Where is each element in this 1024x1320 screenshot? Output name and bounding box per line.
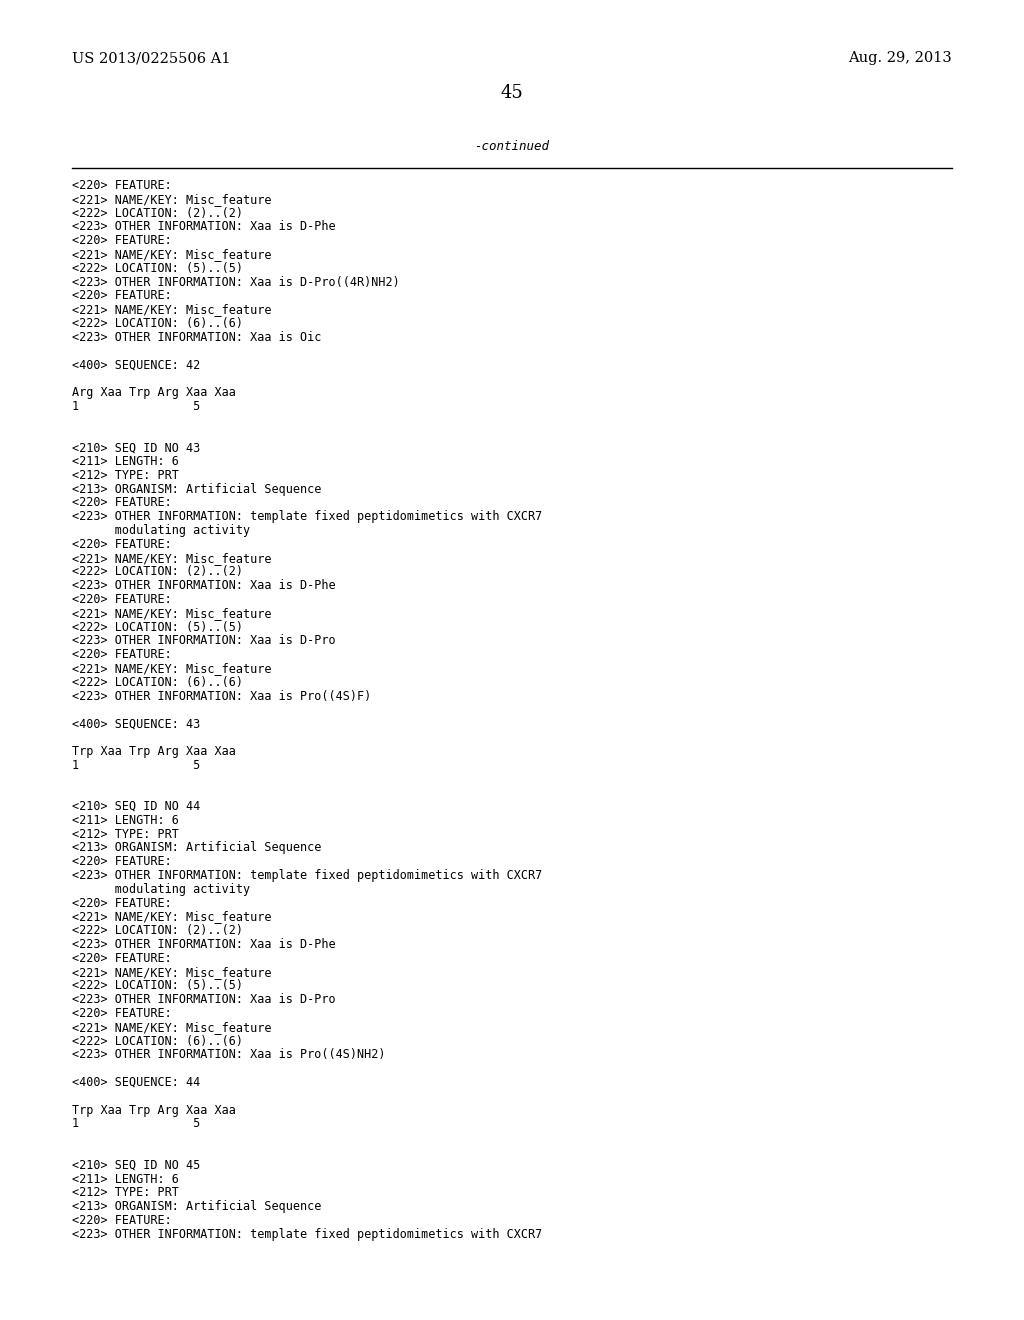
Text: <222> LOCATION: (2)..(2): <222> LOCATION: (2)..(2) bbox=[72, 565, 243, 578]
Text: <222> LOCATION: (2)..(2): <222> LOCATION: (2)..(2) bbox=[72, 924, 243, 937]
Text: <222> LOCATION: (2)..(2): <222> LOCATION: (2)..(2) bbox=[72, 207, 243, 219]
Text: <221> NAME/KEY: Misc_feature: <221> NAME/KEY: Misc_feature bbox=[72, 663, 271, 675]
Text: <400> SEQUENCE: 44: <400> SEQUENCE: 44 bbox=[72, 1076, 201, 1089]
Text: <220> FEATURE:: <220> FEATURE: bbox=[72, 1007, 172, 1020]
Text: <221> NAME/KEY: Misc_feature: <221> NAME/KEY: Misc_feature bbox=[72, 1020, 271, 1034]
Text: <223> OTHER INFORMATION: Xaa is Oic: <223> OTHER INFORMATION: Xaa is Oic bbox=[72, 331, 322, 343]
Text: <222> LOCATION: (6)..(6): <222> LOCATION: (6)..(6) bbox=[72, 1035, 243, 1048]
Text: Aug. 29, 2013: Aug. 29, 2013 bbox=[848, 51, 952, 65]
Text: -continued: -continued bbox=[474, 140, 550, 153]
Text: Trp Xaa Trp Arg Xaa Xaa: Trp Xaa Trp Arg Xaa Xaa bbox=[72, 1104, 236, 1117]
Text: <222> LOCATION: (5)..(5): <222> LOCATION: (5)..(5) bbox=[72, 979, 243, 993]
Text: 45: 45 bbox=[501, 84, 523, 102]
Text: Trp Xaa Trp Arg Xaa Xaa: Trp Xaa Trp Arg Xaa Xaa bbox=[72, 744, 236, 758]
Text: <400> SEQUENCE: 43: <400> SEQUENCE: 43 bbox=[72, 717, 201, 730]
Text: <220> FEATURE:: <220> FEATURE: bbox=[72, 496, 172, 510]
Text: <220> FEATURE:: <220> FEATURE: bbox=[72, 952, 172, 965]
Text: <221> NAME/KEY: Misc_feature: <221> NAME/KEY: Misc_feature bbox=[72, 193, 271, 206]
Text: <211> LENGTH: 6: <211> LENGTH: 6 bbox=[72, 455, 179, 469]
Text: Arg Xaa Trp Arg Xaa Xaa: Arg Xaa Trp Arg Xaa Xaa bbox=[72, 385, 236, 399]
Text: <220> FEATURE:: <220> FEATURE: bbox=[72, 1214, 172, 1228]
Text: <223> OTHER INFORMATION: template fixed peptidomimetics with CXCR7: <223> OTHER INFORMATION: template fixed … bbox=[72, 511, 543, 523]
Text: <223> OTHER INFORMATION: Xaa is D-Phe: <223> OTHER INFORMATION: Xaa is D-Phe bbox=[72, 220, 336, 234]
Text: <221> NAME/KEY: Misc_feature: <221> NAME/KEY: Misc_feature bbox=[72, 248, 271, 261]
Text: <223> OTHER INFORMATION: Xaa is D-Phe: <223> OTHER INFORMATION: Xaa is D-Phe bbox=[72, 579, 336, 593]
Text: <222> LOCATION: (6)..(6): <222> LOCATION: (6)..(6) bbox=[72, 676, 243, 689]
Text: <211> LENGTH: 6: <211> LENGTH: 6 bbox=[72, 1172, 179, 1185]
Text: <213> ORGANISM: Artificial Sequence: <213> ORGANISM: Artificial Sequence bbox=[72, 483, 322, 495]
Text: <223> OTHER INFORMATION: template fixed peptidomimetics with CXCR7: <223> OTHER INFORMATION: template fixed … bbox=[72, 1228, 543, 1241]
Text: <211> LENGTH: 6: <211> LENGTH: 6 bbox=[72, 814, 179, 826]
Text: <213> ORGANISM: Artificial Sequence: <213> ORGANISM: Artificial Sequence bbox=[72, 841, 322, 854]
Text: 1                5: 1 5 bbox=[72, 1118, 201, 1130]
Text: <210> SEQ ID NO 43: <210> SEQ ID NO 43 bbox=[72, 441, 201, 454]
Text: <210> SEQ ID NO 44: <210> SEQ ID NO 44 bbox=[72, 800, 201, 813]
Text: 1                5: 1 5 bbox=[72, 759, 201, 772]
Text: <221> NAME/KEY: Misc_feature: <221> NAME/KEY: Misc_feature bbox=[72, 911, 271, 924]
Text: <221> NAME/KEY: Misc_feature: <221> NAME/KEY: Misc_feature bbox=[72, 607, 271, 620]
Text: <220> FEATURE:: <220> FEATURE: bbox=[72, 180, 172, 191]
Text: <212> TYPE: PRT: <212> TYPE: PRT bbox=[72, 1187, 179, 1200]
Text: <220> FEATURE:: <220> FEATURE: bbox=[72, 289, 172, 302]
Text: <223> OTHER INFORMATION: Xaa is Pro((4S)NH2): <223> OTHER INFORMATION: Xaa is Pro((4S)… bbox=[72, 1048, 385, 1061]
Text: modulating activity: modulating activity bbox=[72, 883, 250, 896]
Text: 1                5: 1 5 bbox=[72, 400, 201, 413]
Text: <400> SEQUENCE: 42: <400> SEQUENCE: 42 bbox=[72, 359, 201, 371]
Text: <220> FEATURE:: <220> FEATURE: bbox=[72, 593, 172, 606]
Text: <221> NAME/KEY: Misc_feature: <221> NAME/KEY: Misc_feature bbox=[72, 966, 271, 978]
Text: <223> OTHER INFORMATION: Xaa is D-Pro((4R)NH2): <223> OTHER INFORMATION: Xaa is D-Pro((4… bbox=[72, 276, 399, 289]
Text: <223> OTHER INFORMATION: Xaa is D-Phe: <223> OTHER INFORMATION: Xaa is D-Phe bbox=[72, 939, 336, 950]
Text: <223> OTHER INFORMATION: Xaa is D-Pro: <223> OTHER INFORMATION: Xaa is D-Pro bbox=[72, 635, 336, 647]
Text: US 2013/0225506 A1: US 2013/0225506 A1 bbox=[72, 51, 230, 65]
Text: <221> NAME/KEY: Misc_feature: <221> NAME/KEY: Misc_feature bbox=[72, 304, 271, 317]
Text: <222> LOCATION: (5)..(5): <222> LOCATION: (5)..(5) bbox=[72, 620, 243, 634]
Text: <220> FEATURE:: <220> FEATURE: bbox=[72, 896, 172, 909]
Text: <212> TYPE: PRT: <212> TYPE: PRT bbox=[72, 469, 179, 482]
Text: <223> OTHER INFORMATION: template fixed peptidomimetics with CXCR7: <223> OTHER INFORMATION: template fixed … bbox=[72, 869, 543, 882]
Text: <212> TYPE: PRT: <212> TYPE: PRT bbox=[72, 828, 179, 841]
Text: <220> FEATURE:: <220> FEATURE: bbox=[72, 234, 172, 247]
Text: <220> FEATURE:: <220> FEATURE: bbox=[72, 648, 172, 661]
Text: <221> NAME/KEY: Misc_feature: <221> NAME/KEY: Misc_feature bbox=[72, 552, 271, 565]
Text: <220> FEATURE:: <220> FEATURE: bbox=[72, 855, 172, 869]
Text: <222> LOCATION: (5)..(5): <222> LOCATION: (5)..(5) bbox=[72, 261, 243, 275]
Text: <220> FEATURE:: <220> FEATURE: bbox=[72, 537, 172, 550]
Text: <213> ORGANISM: Artificial Sequence: <213> ORGANISM: Artificial Sequence bbox=[72, 1200, 322, 1213]
Text: <210> SEQ ID NO 45: <210> SEQ ID NO 45 bbox=[72, 1159, 201, 1172]
Text: modulating activity: modulating activity bbox=[72, 524, 250, 537]
Text: <223> OTHER INFORMATION: Xaa is Pro((4S)F): <223> OTHER INFORMATION: Xaa is Pro((4S)… bbox=[72, 689, 372, 702]
Text: <222> LOCATION: (6)..(6): <222> LOCATION: (6)..(6) bbox=[72, 317, 243, 330]
Text: <223> OTHER INFORMATION: Xaa is D-Pro: <223> OTHER INFORMATION: Xaa is D-Pro bbox=[72, 993, 336, 1006]
